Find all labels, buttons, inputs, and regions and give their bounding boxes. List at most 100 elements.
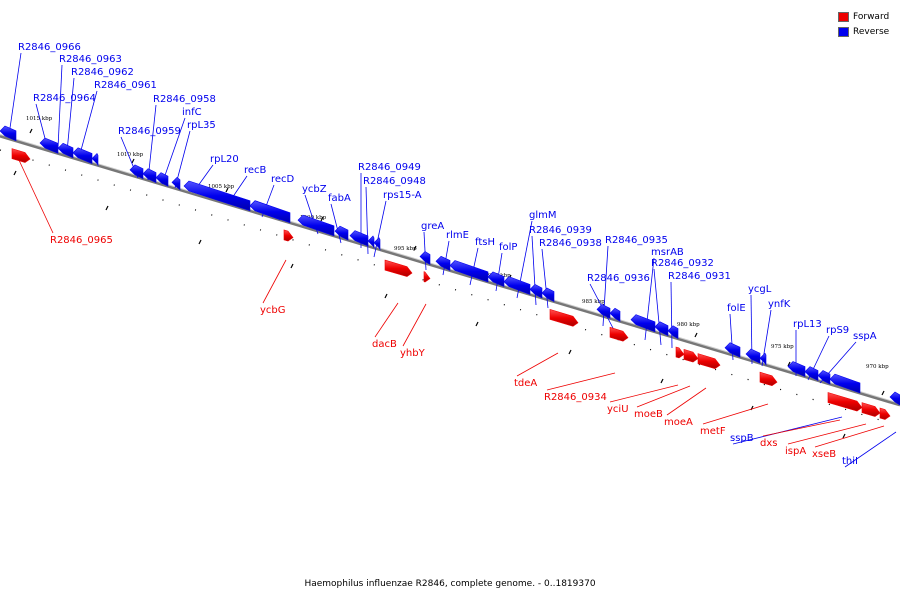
gene-label-rpL13[interactable]: rpL13 — [793, 319, 822, 330]
gene-R2846_0935-arrow[interactable] — [596, 304, 611, 319]
gene-R2846_0965-arrow[interactable] — [11, 148, 31, 163]
gene-label-R2846_0962[interactable]: R2846_0962 — [71, 67, 134, 78]
gene-label-ispA[interactable]: ispA — [785, 446, 806, 457]
gene-greA-arrow[interactable] — [419, 251, 431, 266]
gene-infC-arrow[interactable] — [155, 172, 169, 187]
gene-ynfK-arrow[interactable] — [759, 352, 767, 367]
gene-label-xseB[interactable]: xseB — [812, 449, 836, 460]
gene-folP-arrow[interactable] — [487, 271, 505, 288]
gene-R2846_0948-arrow[interactable] — [367, 235, 375, 249]
gene-label-dxs[interactable]: dxs — [760, 438, 777, 449]
gene-sspA-arrow[interactable] — [817, 370, 831, 385]
gene-R2846_0934-arrow[interactable] — [609, 326, 629, 342]
gene-dacB-arrow[interactable] — [384, 259, 413, 277]
gene-moeB-arrow[interactable] — [683, 348, 699, 363]
gene-label-R2846_0938[interactable]: R2846_0938 — [539, 238, 602, 249]
gene-yciU-arrow[interactable] — [675, 346, 685, 359]
gene-label-R2846_0936[interactable]: R2846_0936 — [587, 273, 650, 284]
gene-label-R2846_0958[interactable]: R2846_0958 — [153, 94, 216, 105]
gene-label-sspB[interactable]: sspB — [730, 433, 754, 444]
gene-label-R2846_0935[interactable]: R2846_0935 — [605, 235, 668, 246]
gene-label-rpL20[interactable]: rpL20 — [210, 154, 239, 165]
gene-R2846_0932-arrow[interactable] — [654, 321, 669, 337]
gene-label-rps15-A[interactable]: rps15-A — [383, 190, 422, 201]
gene-label-R2846_0961[interactable]: R2846_0961 — [94, 80, 157, 91]
gene-R2846_0964-arrow[interactable] — [39, 137, 59, 154]
gene-label-R2846_0948[interactable]: R2846_0948 — [363, 176, 426, 187]
gene-R2846_0963-arrow[interactable] — [57, 142, 74, 159]
gene-metF-arrow[interactable] — [759, 371, 778, 387]
gene-R2846_0931-arrow[interactable] — [667, 325, 679, 340]
gene-thiI-arrow[interactable] — [889, 391, 900, 406]
gene-label-ycgL[interactable]: ycgL — [748, 284, 772, 295]
gene-R2846_0959-arrow[interactable] — [129, 164, 144, 180]
gene-rlmE-arrow[interactable] — [435, 255, 451, 271]
gene-label-R2846_0934[interactable]: R2846_0934 — [544, 392, 607, 403]
gene-R2846_0938-arrow[interactable] — [541, 287, 555, 303]
gene-yhbY-arrow[interactable] — [423, 271, 431, 283]
gene-label-R2846_0965[interactable]: R2846_0965 — [50, 235, 113, 246]
gene-label-fabA[interactable]: fabA — [328, 193, 351, 204]
gene-R2846_0958-arrow[interactable] — [142, 168, 157, 184]
gene-ftsH-arrow[interactable] — [449, 260, 489, 283]
gene-label-R2846_0949[interactable]: R2846_0949 — [358, 162, 421, 173]
gene-label-moeA[interactable]: moeA — [664, 417, 693, 428]
gene-R2846_0961-arrow[interactable] — [91, 153, 99, 167]
gene-label-R2846_0966[interactable]: R2846_0966 — [18, 42, 81, 53]
gene-label-tdeA[interactable]: tdeA — [514, 378, 537, 389]
gene-rpL20-arrow[interactable] — [183, 180, 251, 212]
gene-ispA-arrow[interactable] — [861, 402, 881, 417]
gene-label-thiI[interactable]: thiI — [842, 456, 858, 467]
gene-label-sspA[interactable]: sspA — [853, 331, 877, 342]
gene-R2846_0936-arrow[interactable] — [609, 307, 621, 322]
gene-ycbZ-arrow[interactable] — [297, 214, 335, 237]
gene-label-R2846_0963[interactable]: R2846_0963 — [59, 54, 122, 65]
gene-rps15-A-arrow[interactable] — [373, 237, 381, 251]
gene-label-greA[interactable]: greA — [421, 221, 444, 232]
gene-label-R2846_0964[interactable]: R2846_0964 — [33, 93, 96, 104]
gene-sspB-arrow[interactable] — [829, 373, 861, 394]
gene-label-yciU[interactable]: yciU — [607, 404, 629, 415]
gene-ycbG-arrow[interactable] — [283, 229, 294, 242]
gene-fabA-arrow[interactable] — [334, 225, 349, 241]
gene-ycgL-arrow[interactable] — [745, 348, 761, 364]
gene-label-ftsH[interactable]: ftsH — [475, 237, 495, 248]
gene-label-moeB[interactable]: moeB — [634, 409, 663, 420]
gene-R2846_0962-arrow[interactable] — [72, 147, 93, 164]
gene-label-ycbG[interactable]: ycbG — [260, 305, 286, 316]
gene-label-R2846_0959[interactable]: R2846_0959 — [118, 126, 181, 137]
gene-folE-arrow[interactable] — [724, 342, 741, 358]
gene-rpS9-arrow[interactable] — [804, 366, 819, 381]
gene-R2846_0939-arrow[interactable] — [529, 284, 543, 299]
gene-msrAB-arrow[interactable] — [630, 314, 656, 333]
gene-moeA-arrow[interactable] — [697, 353, 721, 370]
gene-label-rlmE[interactable]: rlmE — [446, 230, 469, 241]
gene-label-rpS9[interactable]: rpS9 — [826, 325, 849, 336]
gene-label-rpL35[interactable]: rpL35 — [187, 120, 216, 131]
gene-label-dacB[interactable]: dacB — [372, 339, 397, 350]
gene-recD-arrow[interactable] — [249, 200, 291, 224]
gene-R2846_0949-arrow[interactable] — [349, 230, 369, 247]
gene-dxs-arrow[interactable] — [827, 392, 863, 412]
gene-label-ynfK[interactable]: ynfK — [768, 299, 791, 310]
gene-label-glmM[interactable]: glmM — [529, 210, 557, 221]
gene-label-infC[interactable]: infC — [182, 107, 202, 118]
gene-label-msrAB[interactable]: msrAB — [651, 247, 684, 258]
gene-label-R2846_0939[interactable]: R2846_0939 — [529, 225, 592, 236]
gene-R2846_0966-arrow[interactable] — [0, 125, 17, 142]
gene-label-metF[interactable]: metF — [700, 426, 726, 437]
gene-xseB-arrow[interactable] — [879, 407, 891, 420]
gene-label-folP[interactable]: folP — [499, 242, 517, 253]
gene-label-folE[interactable]: folE — [727, 303, 746, 314]
gene-label-recB[interactable]: recB — [244, 165, 267, 176]
gene-label-R2846_0931[interactable]: R2846_0931 — [668, 271, 731, 282]
gene-glmM-arrow[interactable] — [503, 276, 531, 295]
gene-rpL13-arrow[interactable] — [787, 361, 806, 378]
tick-label: 975 kbp — [771, 344, 794, 350]
gene-label-yhbY[interactable]: yhbY — [400, 348, 426, 359]
gene-label-R2846_0932[interactable]: R2846_0932 — [651, 258, 714, 269]
gene-rpL35-arrow[interactable] — [171, 176, 181, 191]
gene-tdeA-arrow[interactable] — [549, 308, 579, 327]
gene-label-ycbZ[interactable]: ycbZ — [302, 184, 327, 195]
gene-label-recD[interactable]: recD — [271, 174, 295, 185]
